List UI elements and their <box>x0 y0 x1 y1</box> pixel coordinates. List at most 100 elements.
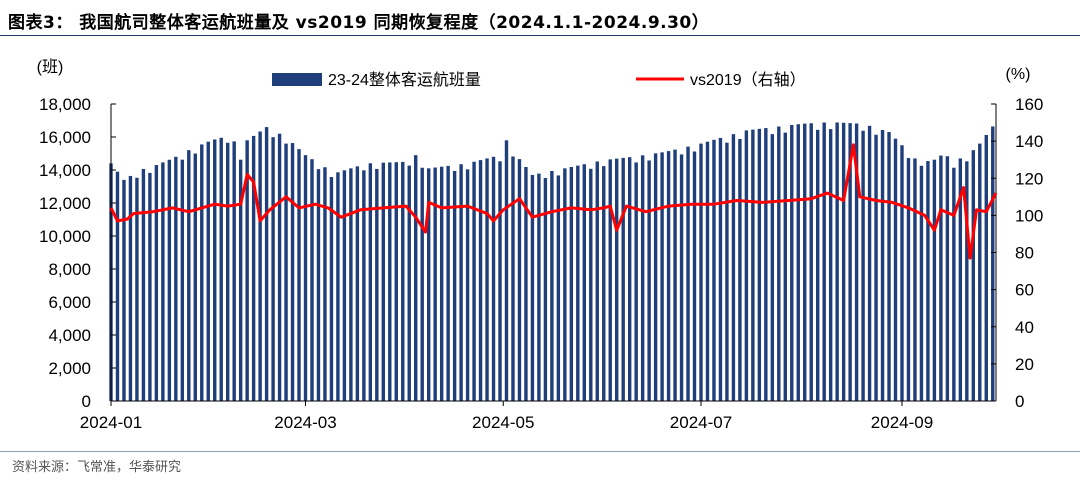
bar <box>692 151 697 401</box>
bar <box>550 170 554 401</box>
y-right-tick-label: 60 <box>1015 281 1034 300</box>
bar <box>472 161 476 401</box>
bar <box>673 149 677 401</box>
bar <box>790 124 794 402</box>
bar <box>627 157 632 401</box>
bar <box>323 167 327 401</box>
bar <box>394 162 398 401</box>
bar <box>822 122 826 402</box>
bar <box>219 137 223 401</box>
source-divider <box>0 451 1080 452</box>
bar <box>615 158 619 401</box>
y-left-unit-label: (班) <box>37 58 64 76</box>
bar <box>264 127 269 401</box>
bar <box>958 158 963 401</box>
bar <box>543 178 548 401</box>
bar <box>238 159 243 401</box>
bar <box>290 143 295 402</box>
bar <box>854 123 859 401</box>
bar <box>647 160 651 401</box>
bar <box>537 173 541 401</box>
bar <box>174 156 178 401</box>
bar <box>297 149 301 401</box>
bar <box>744 130 749 401</box>
x-tick-label: 2024-03 <box>274 413 336 432</box>
bar <box>414 155 418 401</box>
bar <box>426 168 431 401</box>
bar <box>135 177 139 401</box>
bar <box>180 159 185 401</box>
bar <box>893 138 898 401</box>
bar <box>329 177 334 401</box>
bar <box>653 153 658 401</box>
x-tick-label: 2024-01 <box>80 413 142 432</box>
bar <box>556 175 561 401</box>
bar <box>563 168 567 401</box>
bar <box>576 165 580 401</box>
bar <box>420 167 424 401</box>
bar <box>926 161 930 401</box>
bar <box>342 170 347 401</box>
legend-line-label: vs2019（右轴） <box>690 71 806 89</box>
bar <box>226 142 230 402</box>
bar <box>465 169 470 401</box>
y-left-tick-label: 18,000 <box>39 95 91 114</box>
bar <box>595 161 599 401</box>
y-left-tick-label: 4,000 <box>48 326 91 345</box>
bar <box>712 139 716 401</box>
bar <box>388 162 392 401</box>
bar <box>725 142 729 401</box>
bar <box>303 155 308 401</box>
legend-bar-swatch <box>272 73 322 86</box>
legend: 23-24整体客运航班量 vs2019（右轴） <box>272 71 806 89</box>
bar <box>965 161 969 401</box>
bar <box>251 135 256 401</box>
y-right-tick-label: 80 <box>1015 244 1034 263</box>
y-right-tick-label: 40 <box>1015 318 1034 337</box>
bar <box>841 122 846 401</box>
bar <box>660 152 664 401</box>
bar <box>355 166 360 401</box>
bar <box>608 159 612 401</box>
x-tick-label: 2024-07 <box>670 413 732 432</box>
y-right-tick-label: 0 <box>1015 392 1024 411</box>
bar <box>258 131 262 401</box>
bar <box>167 159 172 401</box>
bar <box>764 128 768 401</box>
bar <box>582 164 586 401</box>
bar <box>154 165 159 401</box>
axes: 0 2,000 4,000 6,000 8,000 10,000 12,000 14,000 1… <box>37 58 1044 432</box>
bar <box>900 145 904 401</box>
bar <box>213 139 217 402</box>
bar <box>277 133 282 401</box>
y-right-tick-label: 140 <box>1015 132 1043 151</box>
bar <box>718 137 723 401</box>
bar <box>245 140 249 402</box>
bar <box>640 155 645 401</box>
bar <box>666 151 671 401</box>
bar <box>401 161 405 401</box>
bar <box>187 150 191 401</box>
bar <box>731 134 736 402</box>
bar <box>446 165 450 402</box>
bar <box>971 150 976 401</box>
bar <box>828 129 833 401</box>
y-left-tick-label: 12,000 <box>39 194 91 213</box>
bar <box>115 171 120 401</box>
bar <box>867 125 872 402</box>
y-right-unit-label: (%) <box>1006 66 1031 83</box>
bar <box>796 124 800 401</box>
bar <box>770 134 775 401</box>
figure-title: 图表3： 我国航司整体客运航班量及 vs2019 同期恢复程度（2024.1.1… <box>8 13 710 33</box>
bar <box>757 128 762 401</box>
bar <box>751 129 755 401</box>
bar <box>336 172 340 401</box>
y-left-tick-label: 2,000 <box>48 359 91 378</box>
bar-series <box>109 122 995 402</box>
bar <box>284 143 288 401</box>
bar <box>349 168 353 401</box>
bar <box>887 132 891 402</box>
bar <box>589 168 593 401</box>
bar <box>945 156 950 401</box>
bar <box>141 169 146 401</box>
